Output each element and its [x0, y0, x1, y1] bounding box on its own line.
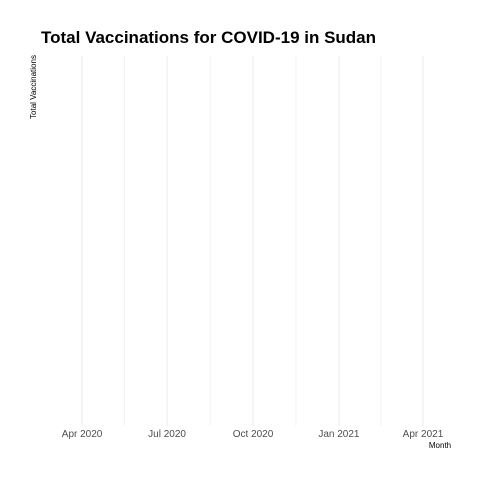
x-tick-label: Apr 2020 — [62, 429, 103, 440]
chart-title: Total Vaccinations for COVID-19 in Sudan — [41, 28, 376, 47]
x-tick-label: Jan 2021 — [318, 429, 360, 440]
grid-major-lines — [81, 56, 424, 426]
y-axis-label: Total Vaccinations — [29, 55, 38, 119]
x-tick-label: Apr 2021 — [403, 429, 444, 440]
x-axis-label: Month — [429, 441, 451, 450]
x-axis-ticks: Apr 2020 Jul 2020 Oct 2020 Jan 2021 Apr 2021 — [62, 429, 444, 440]
grid-minor-lines — [124, 56, 382, 426]
x-tick-label: Oct 2020 — [233, 429, 274, 440]
x-tick-label: Jul 2020 — [148, 429, 186, 440]
